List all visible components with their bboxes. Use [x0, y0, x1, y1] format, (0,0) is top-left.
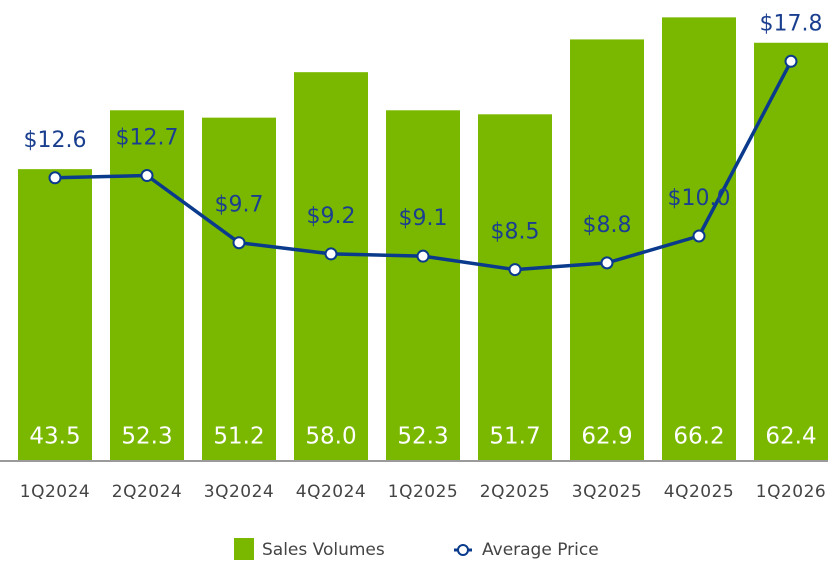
price-label: $8.8: [583, 213, 632, 238]
price-marker: [692, 229, 706, 243]
bar-label: 43.5: [29, 424, 80, 450]
price-marker: [416, 249, 430, 263]
bar-label: 52.3: [397, 424, 448, 450]
price-label: $9.7: [215, 193, 264, 218]
price-marker: [232, 236, 246, 250]
x-tick-label: 1Q2025: [388, 482, 458, 502]
x-tick-label: 4Q2025: [664, 482, 734, 502]
price-marker: [784, 54, 798, 68]
bar: [478, 114, 552, 460]
bar: [110, 110, 184, 460]
x-tick-label: 4Q2024: [296, 482, 366, 502]
price-marker: [140, 169, 154, 183]
price-marker: [48, 171, 62, 185]
bar-label: 51.7: [489, 424, 540, 450]
bar: [18, 169, 92, 460]
bar-label: 62.9: [581, 424, 632, 450]
price-label: $12.7: [116, 126, 179, 151]
legend-marker: [457, 544, 469, 556]
bar: [754, 42, 828, 460]
bar: [386, 110, 460, 460]
bar-label: 52.3: [121, 424, 172, 450]
x-tick-label: 3Q2024: [204, 482, 274, 502]
x-tick-label: 2Q2024: [112, 482, 182, 502]
bar-label: 51.2: [213, 424, 264, 450]
bar: [202, 117, 276, 460]
bar-label: 66.2: [673, 424, 724, 450]
price-marker: [324, 247, 338, 261]
price-label: $9.2: [307, 204, 356, 229]
bar: [294, 72, 368, 460]
legend-label: Average Price: [482, 540, 599, 560]
x-tick-label: 1Q2026: [756, 482, 826, 502]
bar-label: 62.4: [765, 424, 816, 450]
price-marker: [600, 256, 614, 270]
price-marker: [508, 263, 522, 277]
price-label: $10.0: [668, 186, 731, 211]
price-label: $17.8: [760, 11, 823, 36]
legend-swatch-bars: [234, 538, 254, 560]
price-label: $9.1: [399, 206, 448, 231]
bar-label: 58.0: [305, 424, 356, 450]
legend-label: Sales Volumes: [262, 540, 385, 560]
x-tick-label: 3Q2025: [572, 482, 642, 502]
price-label: $8.5: [491, 220, 540, 245]
x-tick-label: 1Q2024: [20, 482, 90, 502]
bar: [570, 39, 644, 461]
x-tick-label: 2Q2025: [480, 482, 550, 502]
price-label: $12.6: [24, 128, 87, 153]
